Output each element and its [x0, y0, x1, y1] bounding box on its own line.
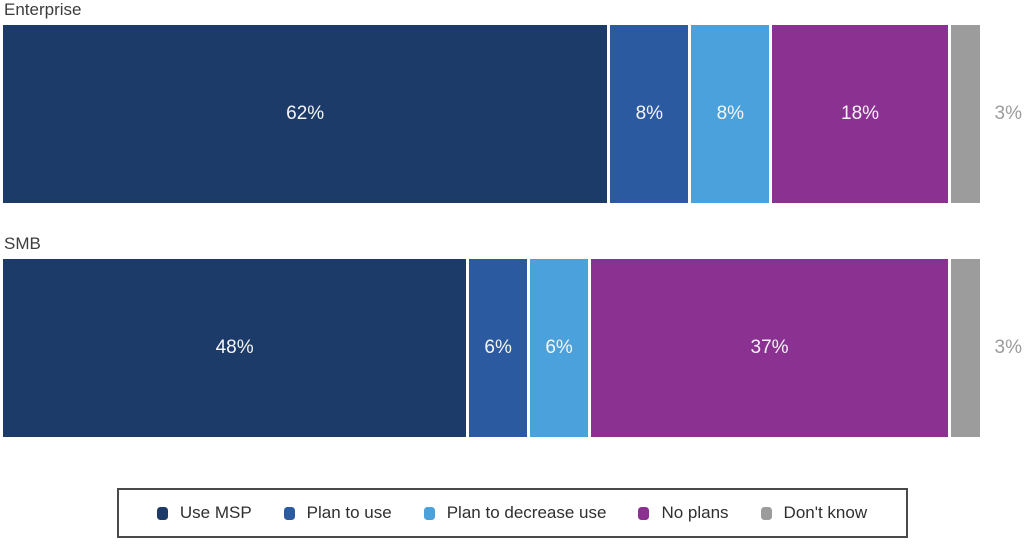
segment-value-label: 18% — [841, 103, 880, 124]
legend-item-use-msp: Use MSP — [156, 503, 252, 523]
row-label-smb: SMB — [4, 234, 41, 253]
bar-smb: 48% 6% 6% 37% — [3, 259, 981, 437]
legend-item-label: Plan to use — [306, 503, 392, 522]
legend-item-label: No plans — [661, 503, 729, 522]
legend-swatch-icon — [760, 506, 772, 520]
outside-value-label-enterprise: 3% — [994, 103, 1022, 124]
legend-item-plan-to-use: Plan to use — [283, 503, 392, 523]
bar-line-enterprise: 62% 8% 8% 18% 3% — [0, 25, 1024, 203]
segment-use-msp: 48% — [3, 259, 467, 437]
segment-plan-to-use: 6% — [469, 259, 528, 437]
legend-swatch-icon — [638, 506, 650, 520]
bar-enterprise: 62% 8% 8% 18% — [3, 25, 981, 203]
legend-item-label: Plan to decrease use — [446, 503, 607, 522]
segment-value-label: 6% — [545, 337, 573, 358]
segment-no-plans: 18% — [772, 25, 948, 203]
legend-swatch-icon — [283, 506, 295, 520]
bar-line-smb: 48% 6% 6% 37% 3% — [0, 259, 1024, 437]
segment-no-plans: 37% — [591, 259, 949, 437]
legend-swatch-icon — [423, 506, 435, 520]
segment-don-t-know — [951, 259, 981, 437]
segment-plan-to-use: 8% — [610, 25, 689, 203]
outside-value-label-smb: 3% — [994, 337, 1022, 358]
segment-value-label: 48% — [215, 337, 254, 358]
legend-item-no-plans: No plans — [638, 503, 729, 523]
segment-plan-to-decrease-use: 8% — [691, 25, 770, 203]
legend-item-label: Don't know — [783, 503, 868, 522]
segment-use-msp: 62% — [3, 25, 608, 203]
segment-don-t-know — [950, 25, 981, 203]
row-label-enterprise: Enterprise — [4, 0, 82, 19]
legend-item-plan-to-decrease-use: Plan to decrease use — [423, 503, 607, 523]
segment-value-label: 37% — [750, 337, 789, 358]
segment-value-label: 62% — [286, 103, 325, 124]
segment-value-label: 8% — [635, 103, 664, 124]
chart-row-enterprise: Enterprise 62% 8% 8% 18% 3% — [0, 0, 1024, 203]
segment-value-label: 6% — [484, 337, 512, 358]
segment-plan-to-decrease-use: 6% — [530, 259, 589, 437]
legend-item-don-t-know: Don't know — [760, 503, 868, 523]
legend-swatch-icon — [156, 506, 168, 520]
chart-row-smb: SMB 48% 6% 6% 37% 3% — [0, 234, 1024, 437]
segment-value-label: 8% — [716, 103, 745, 124]
legend-item-label: Use MSP — [179, 503, 252, 522]
legend: Use MSP Plan to use Plan to decrease use No… — [116, 488, 908, 538]
